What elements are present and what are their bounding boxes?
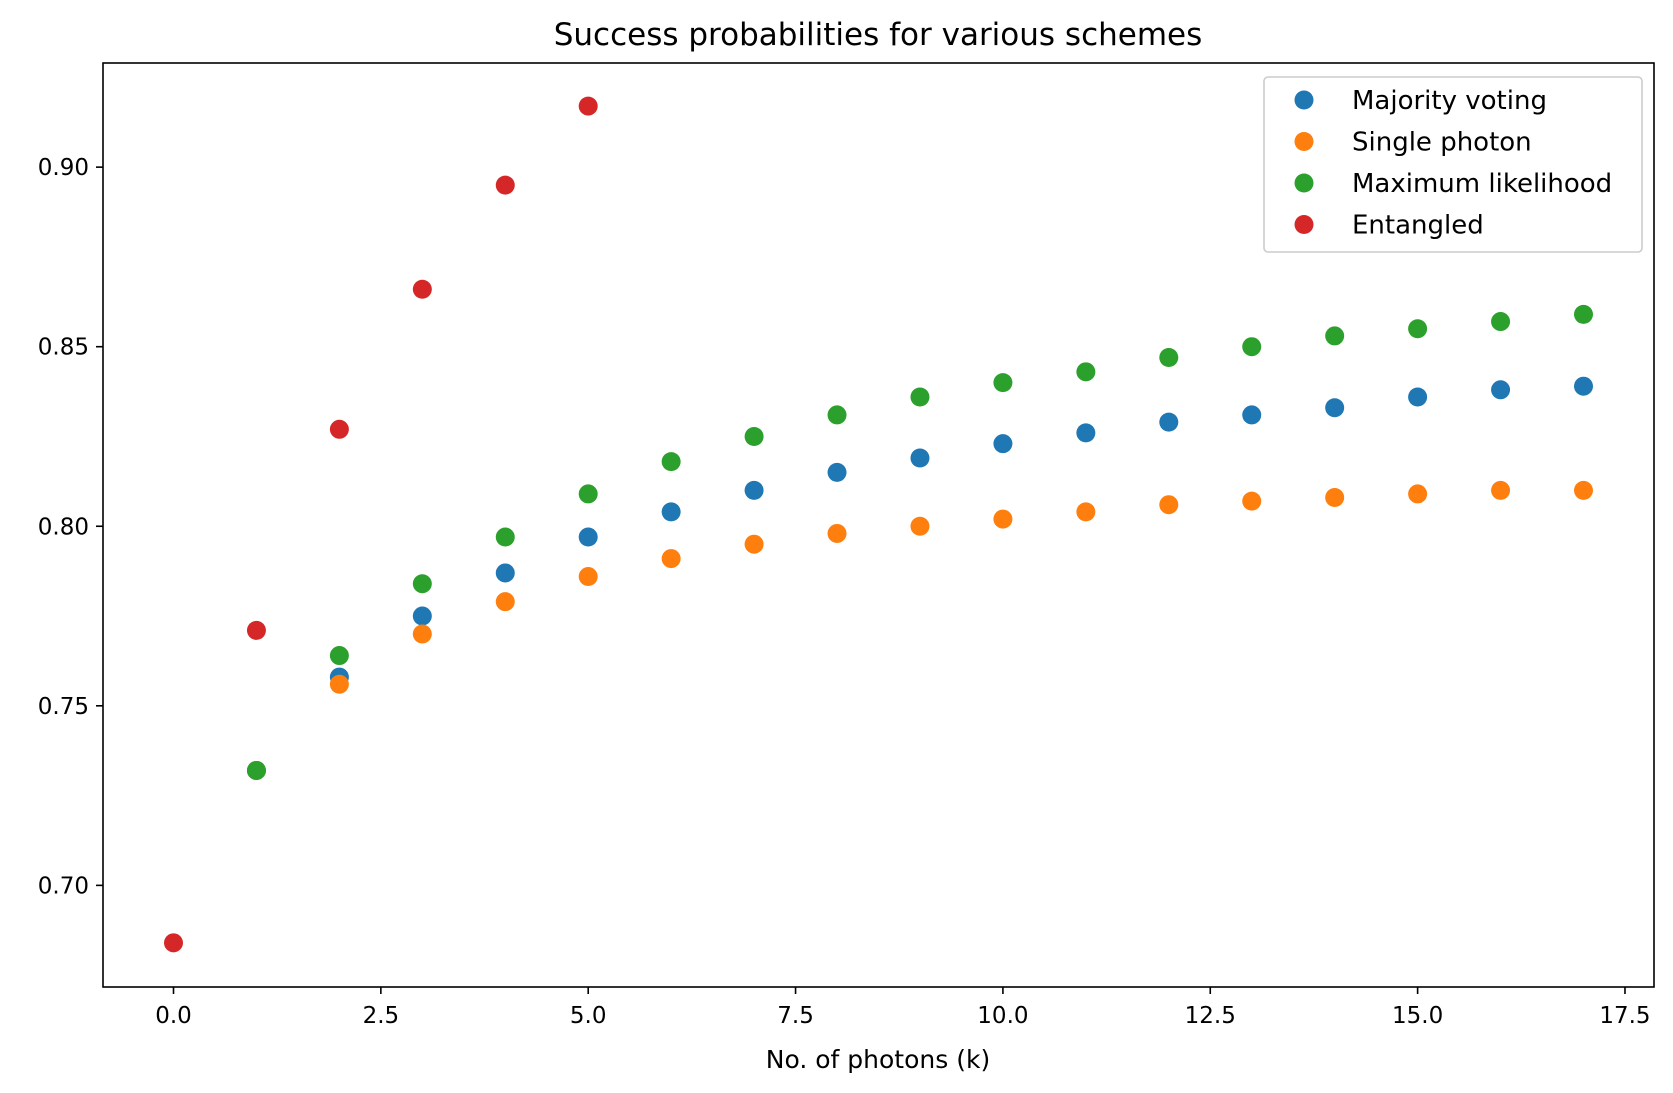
chart-title: Success probabilities for various scheme… [554,17,1203,53]
y-tick-label: 0.85 [38,335,89,361]
data-point [246,620,266,640]
data-point [744,426,764,446]
x-axis-ticks: 0.0 2.5 5.0 7.5 10.0 12.5 15.0 17.5 [155,987,1651,1029]
data-point [910,448,930,468]
x-tick-label: 12.5 [1185,1003,1236,1029]
legend-item: Majority voting [1294,86,1547,116]
data-point [495,527,515,547]
data-point [1159,495,1179,515]
data-point [661,502,681,522]
data-point [1159,412,1179,432]
legend-marker [1294,90,1314,110]
data-point [661,452,681,472]
x-tick-label: 10.0 [977,1003,1028,1029]
data-point [578,484,598,504]
data-point [1408,319,1428,339]
data-point [495,592,515,612]
data-point [1408,484,1428,504]
legend: Majority voting Single photon Maximum like… [1263,76,1643,253]
legend-marker [1294,215,1314,234]
series-1 [246,480,1593,780]
data-point [744,534,764,554]
series-0 [246,376,1593,780]
legend-box [1263,76,1643,253]
y-tick-label: 0.75 [38,694,89,720]
data-point [1242,405,1262,425]
data-point [329,646,349,666]
data-point [1325,488,1345,508]
data-point [1076,423,1096,443]
x-tick-label: 17.5 [1599,1003,1650,1029]
x-tick-label: 15.0 [1392,1003,1443,1029]
legend-marker [1294,132,1314,151]
data-point [827,462,847,482]
data-point [1242,491,1262,511]
data-point [412,606,432,626]
legend-label: Maximum likelihood [1352,169,1612,199]
data-point [1408,387,1428,407]
data-point [661,549,681,569]
data-point [1491,312,1511,332]
data-point [993,434,1013,454]
data-point [1574,480,1593,500]
plot-frame [102,62,1655,988]
data-point [246,760,266,780]
data-point [1325,326,1345,346]
data-point [1076,502,1096,522]
data-point [744,480,764,500]
data-point [1325,398,1345,418]
x-axis-label: No. of photons (k) [766,1045,990,1074]
y-tick-label: 0.80 [38,514,89,540]
data-point [910,387,930,407]
y-axis-ticks: 0.70 0.75 0.80 0.85 0.90 [38,155,103,899]
data-point [329,674,349,694]
data-point [1491,380,1511,400]
x-tick-label: 5.0 [570,1003,607,1029]
data-point [578,96,598,116]
legend-marker [1294,173,1314,193]
data-point [827,523,847,543]
data-point [1159,347,1179,367]
data-point [993,373,1013,393]
data-point [495,175,515,195]
series-3 [164,96,598,953]
x-tick-label: 7.5 [777,1003,814,1029]
y-tick-label: 0.70 [38,873,89,899]
data-point [329,419,349,439]
data-point [578,567,598,587]
legend-label: Entangled [1352,211,1484,241]
legend-label: Majority voting [1352,86,1547,116]
data-point [164,933,183,953]
data-point [827,405,847,425]
data-points [164,96,1593,953]
data-point [1574,304,1593,324]
data-point [1242,337,1262,357]
x-tick-label: 2.5 [363,1003,400,1029]
legend-item: Maximum likelihood [1294,169,1612,199]
data-point [412,574,432,594]
data-point [412,624,432,644]
data-point [495,563,515,583]
series-2 [246,304,1593,780]
legend-item: Single photon [1294,128,1532,158]
data-point [1076,362,1096,382]
legend-label: Single photon [1352,128,1532,158]
x-tick-label: 0.0 [155,1003,192,1029]
data-point [1574,376,1593,396]
data-point [910,516,930,536]
data-point [412,279,432,299]
data-point [1491,480,1511,500]
data-point [578,527,598,547]
legend-item: Entangled [1294,211,1484,241]
y-tick-label: 0.90 [38,155,89,181]
data-point [993,509,1013,529]
